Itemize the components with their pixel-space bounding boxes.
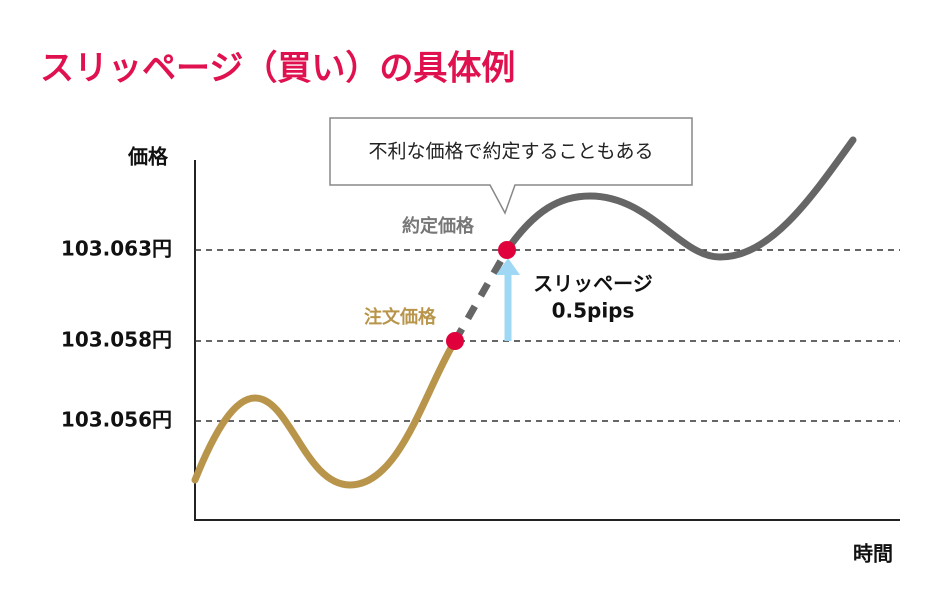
x-axis-label: 時間 <box>853 542 893 566</box>
fill-price-label: 約定価格 <box>402 215 475 237</box>
slippage-arrow-head <box>496 258 520 275</box>
callout-text: 不利な価格で約定することもある <box>368 141 653 163</box>
fill-point <box>498 241 516 259</box>
title: スリッページ（買い）の具体例 <box>40 49 515 89</box>
price-label: 103.056円 <box>61 408 172 432</box>
slippage-amount: 0.5pips <box>552 299 635 323</box>
slippage-gap <box>451 248 511 343</box>
price-label: 103.063円 <box>61 237 172 261</box>
slippage-label: スリッページ <box>533 272 653 296</box>
order-price-label: 注文価格 <box>364 306 437 328</box>
price-curve-before <box>191 337 459 489</box>
callout-box <box>329 117 693 215</box>
price-label: 103.058円 <box>61 328 172 352</box>
price-curve-after <box>503 136 857 261</box>
y-axis-label: 価格 <box>127 145 169 169</box>
order-point <box>446 332 464 350</box>
